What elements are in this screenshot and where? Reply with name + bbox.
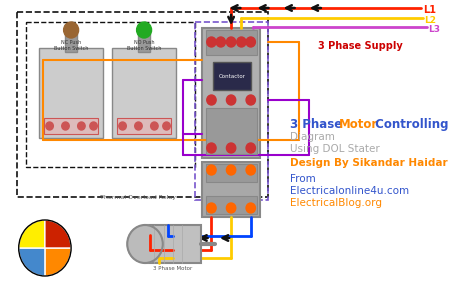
Text: 3 Phase Motor: 3 Phase Motor — [154, 266, 193, 271]
Circle shape — [64, 22, 79, 38]
Text: L2: L2 — [424, 15, 436, 25]
Circle shape — [246, 203, 255, 213]
Bar — [112, 48, 176, 138]
Bar — [17, 12, 268, 197]
Bar — [206, 108, 257, 154]
Circle shape — [46, 122, 54, 130]
Circle shape — [135, 122, 142, 130]
Wedge shape — [18, 220, 45, 248]
Circle shape — [227, 37, 236, 47]
Text: L1: L1 — [423, 5, 436, 15]
Text: NC Push
Button Switch: NC Push Button Switch — [54, 40, 88, 51]
Bar — [44, 118, 98, 134]
Circle shape — [78, 122, 85, 130]
Bar — [202, 28, 260, 158]
Circle shape — [207, 37, 216, 47]
Wedge shape — [45, 220, 71, 248]
Circle shape — [246, 37, 255, 47]
Circle shape — [207, 95, 216, 105]
Circle shape — [151, 122, 158, 130]
Wedge shape — [45, 248, 71, 276]
Circle shape — [237, 37, 246, 47]
Text: From: From — [290, 174, 316, 184]
Circle shape — [227, 203, 236, 213]
Circle shape — [227, 143, 236, 153]
Circle shape — [207, 203, 216, 213]
Text: Using DOL Stater: Using DOL Stater — [290, 144, 380, 154]
Bar — [138, 30, 150, 52]
Text: Electricalonline4u.com: Electricalonline4u.com — [290, 186, 409, 196]
Text: NO Push
Button Switch: NO Push Button Switch — [127, 40, 161, 51]
Text: ElectricalBlog.org: ElectricalBlog.org — [290, 198, 382, 208]
Text: L3: L3 — [428, 25, 440, 33]
Wedge shape — [18, 248, 45, 276]
Circle shape — [227, 165, 236, 175]
Circle shape — [246, 165, 255, 175]
Bar — [117, 118, 171, 134]
Bar — [213, 62, 251, 90]
Bar — [26, 22, 195, 167]
Bar — [206, 164, 257, 182]
Circle shape — [227, 95, 236, 105]
Circle shape — [216, 37, 226, 47]
Bar — [206, 196, 257, 214]
Text: Diagram: Diagram — [290, 132, 335, 142]
Text: 3 Phase: 3 Phase — [290, 118, 346, 131]
Text: Motor: Motor — [339, 118, 378, 131]
Text: 3 Phase Supply: 3 Phase Supply — [318, 41, 403, 51]
Circle shape — [137, 22, 152, 38]
Bar — [39, 48, 103, 138]
Bar — [206, 30, 257, 55]
Text: Thermal Overload Relay: Thermal Overload Relay — [100, 194, 176, 200]
Circle shape — [119, 122, 126, 130]
Circle shape — [90, 122, 97, 130]
Text: Contactor: Contactor — [219, 73, 246, 78]
Circle shape — [207, 143, 216, 153]
Bar — [195, 22, 268, 200]
Bar — [145, 225, 201, 263]
Circle shape — [62, 122, 69, 130]
Circle shape — [127, 225, 163, 263]
Text: Design By Sikandar Haidar: Design By Sikandar Haidar — [290, 158, 447, 168]
Bar — [65, 30, 77, 52]
Bar — [202, 162, 260, 217]
Circle shape — [246, 143, 255, 153]
Text: Controlling: Controlling — [372, 118, 449, 131]
Circle shape — [207, 165, 216, 175]
Circle shape — [246, 95, 255, 105]
Circle shape — [163, 122, 170, 130]
